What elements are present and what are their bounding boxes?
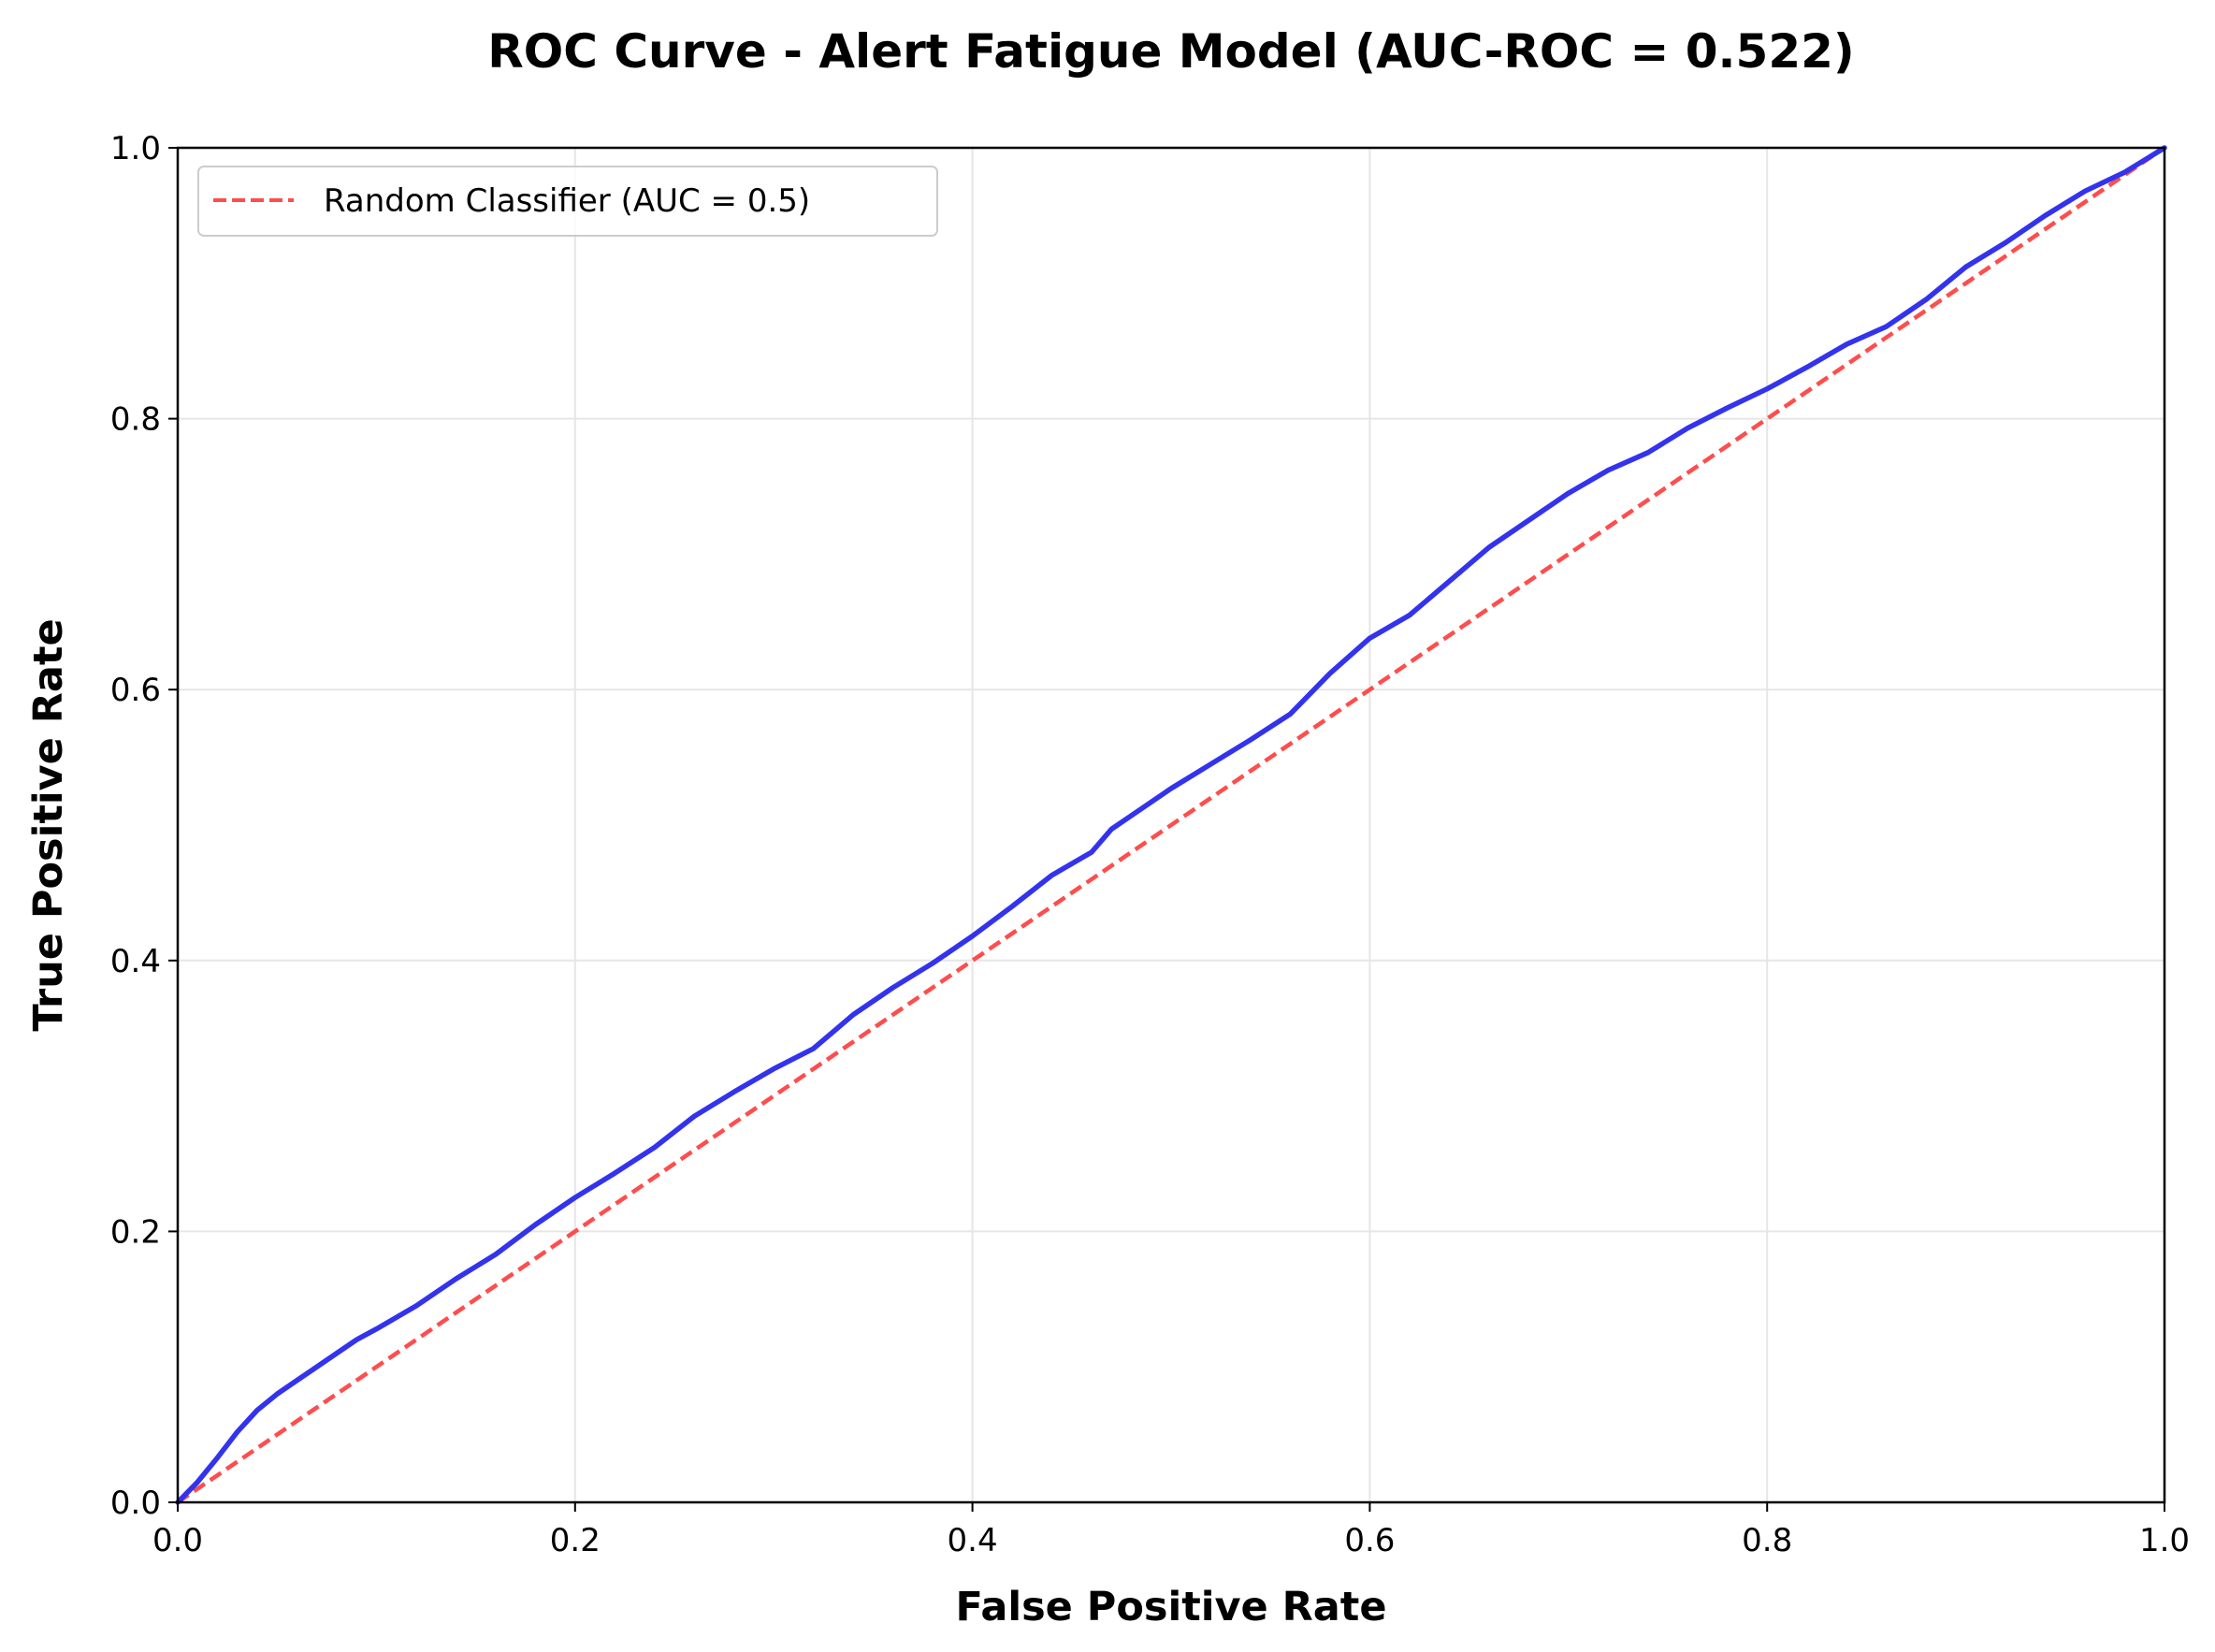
x-tick-label: 0.8 (1742, 1522, 1792, 1559)
axis-ticks: 0.0 0.2 0.4 0.6 0.8 1.0 0.0 0.2 0.4 0.6 0.8 1.0 (110, 130, 2190, 1559)
x-tick-label: 1.0 (2139, 1522, 2190, 1559)
series-group (175, 145, 2167, 1505)
y-tick-label: 0.4 (110, 943, 161, 980)
x-tick-label: 0.4 (948, 1522, 998, 1559)
y-tick-label: 0.6 (110, 672, 161, 709)
y-tick-label: 0.2 (110, 1213, 161, 1251)
series-line-roc-curve (175, 145, 2167, 1505)
x-tick-label: 0.6 (1344, 1522, 1395, 1559)
legend: Random Classifier (AUC = 0.5) (197, 166, 938, 237)
y-tick-label: 0.0 (110, 1485, 161, 1522)
y-axis-label: True Positive Rate (25, 618, 72, 1031)
y-tick-label: 0.8 (110, 401, 161, 439)
chart-title: ROC Curve - Alert Fatigue Model (AUC-ROC… (487, 24, 1855, 79)
series-line-random-classifier (176, 146, 2166, 1504)
x-tick-label: 0.0 (152, 1522, 203, 1559)
plot-frame (176, 146, 2166, 1504)
x-tick-label: 0.2 (550, 1522, 601, 1559)
x-axis-label: False Positive Rate (955, 1584, 1386, 1630)
y-tick-label: 1.0 (110, 130, 161, 167)
legend-box (197, 166, 938, 237)
legend-label-random-classifier: Random Classifier (AUC = 0.5) (324, 182, 810, 220)
